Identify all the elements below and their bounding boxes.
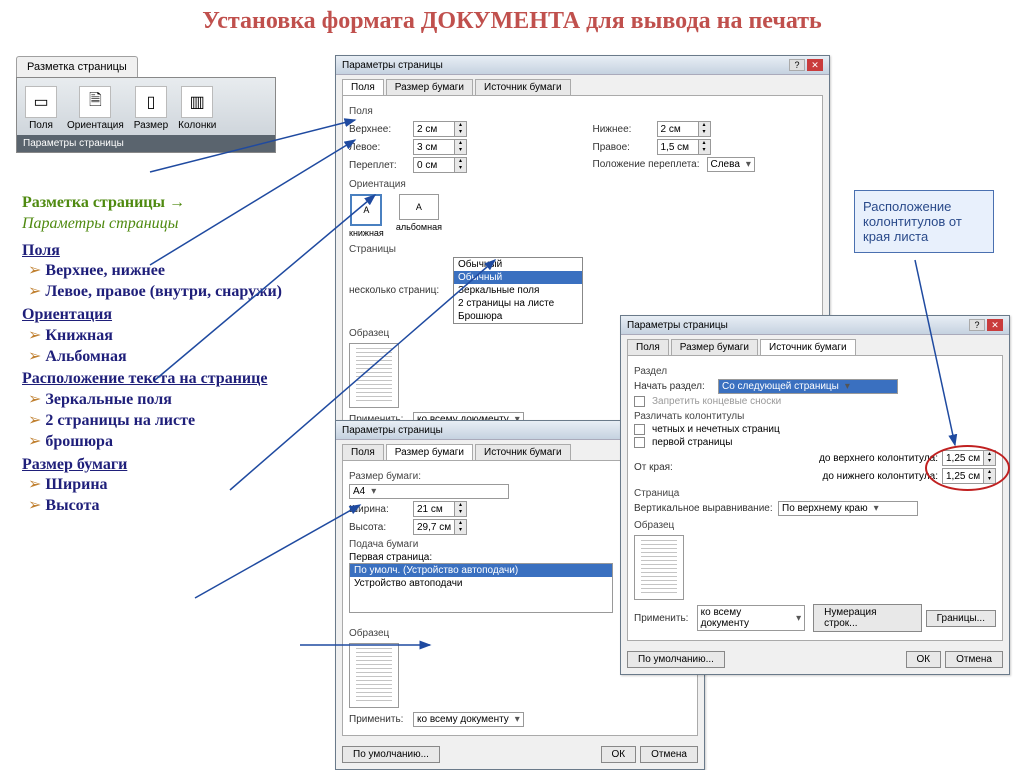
apply-to[interactable]: ко всему документу <box>697 605 805 631</box>
ribbon-btn-margins[interactable]: ▭Поля <box>21 84 61 133</box>
page-title: Установка формата ДОКУМЕНТА для вывода н… <box>0 0 1024 39</box>
spin-top[interactable]: ▴▾ <box>413 121 467 137</box>
preview <box>349 643 399 708</box>
orient-portrait[interactable]: Aкнижная <box>349 194 384 238</box>
orient-landscape[interactable]: Aальбомная <box>396 194 442 238</box>
tab-paper[interactable]: Размер бумаги <box>671 339 758 355</box>
default-button[interactable]: По умолчанию... <box>342 746 440 763</box>
sel-gutter-pos[interactable]: Слева <box>707 157 755 172</box>
spin-left[interactable]: ▴▾ <box>413 139 467 155</box>
spin-width[interactable]: ▴▾ <box>413 501 467 517</box>
apply-to[interactable]: ко всему документу <box>413 712 524 727</box>
spin-gutter[interactable]: ▴▾ <box>413 157 467 173</box>
side-text: Разметка страницы → Параметры страницы П… <box>22 193 322 517</box>
annotation-note: Расположение колонтитулов от края листа <box>854 190 994 253</box>
spin-right[interactable]: ▴▾ <box>657 139 711 155</box>
spin-height[interactable]: ▴▾ <box>413 519 467 535</box>
close-icon[interactable]: ✕ <box>807 59 823 71</box>
tab-source[interactable]: Источник бумаги <box>475 444 571 460</box>
ribbon-btn-size[interactable]: ▯Размер <box>130 84 172 133</box>
ribbon-btn-columns[interactable]: ▥Колонки <box>174 84 220 133</box>
borders-button[interactable]: Границы... <box>926 610 996 627</box>
paper-size[interactable]: A4 <box>349 484 509 499</box>
ribbon-btn-orientation[interactable]: 🗎Ориентация <box>63 84 128 133</box>
tab-source[interactable]: Источник бумаги <box>760 339 856 355</box>
preview <box>634 535 684 600</box>
tab-source[interactable]: Источник бумаги <box>475 79 571 95</box>
preview <box>349 343 399 408</box>
help-icon[interactable]: ? <box>969 319 985 331</box>
valign[interactable]: По верхнему краю <box>778 501 918 516</box>
help-icon[interactable]: ? <box>789 59 805 71</box>
close-icon[interactable]: ✕ <box>987 319 1003 331</box>
highlight-circle <box>925 445 1010 491</box>
ribbon: Разметка страницы ▭Поля 🗎Ориентация ▯Раз… <box>16 56 276 153</box>
tab-margins[interactable]: Поля <box>342 444 384 460</box>
ribbon-tab[interactable]: Разметка страницы <box>16 56 138 77</box>
tab-paper[interactable]: Размер бумаги <box>386 79 473 95</box>
line-numbers-button[interactable]: Нумерация строк... <box>813 604 922 632</box>
cb-first-page[interactable] <box>634 437 645 448</box>
tab-margins[interactable]: Поля <box>342 79 384 95</box>
dialog-source: Параметры страницы ?✕ Поля Размер бумаги… <box>620 315 1010 675</box>
ribbon-footer[interactable]: Параметры страницы <box>17 135 275 152</box>
default-button[interactable]: По умолчанию... <box>627 651 725 668</box>
cb-odd-even[interactable] <box>634 424 645 435</box>
multi-pages-dropdown[interactable]: Обычный Обычный Зеркальные поля 2 страни… <box>453 257 583 324</box>
tab-paper[interactable]: Размер бумаги <box>386 444 473 460</box>
first-page-list[interactable]: По умолч. (Устройство автоподачи)Устройс… <box>349 563 613 613</box>
spin-bottom[interactable]: ▴▾ <box>657 121 711 137</box>
section-start[interactable]: Со следующей страницы <box>718 379 898 394</box>
dlg-title-text: Параметры страницы <box>342 60 443 71</box>
tab-margins[interactable]: Поля <box>627 339 669 355</box>
